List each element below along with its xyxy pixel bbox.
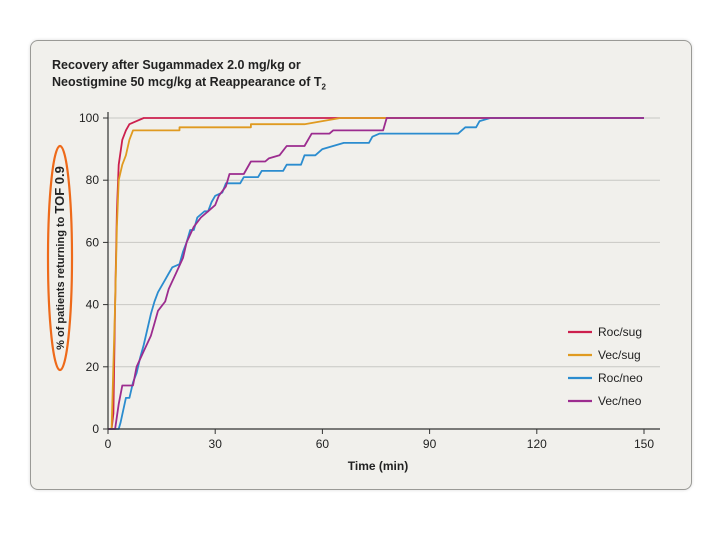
- y-axis-label-prefix: % of patients returning to: [55, 214, 67, 350]
- y-tick-label: 0: [92, 422, 99, 436]
- tick-labels: 0 20 40 60 80 100 0 30 60 90 120 150: [79, 111, 654, 451]
- legend-label: Vec/sug: [598, 348, 641, 362]
- chart-title: Recovery after Sugammadex 2.0 mg/kg or N…: [52, 57, 472, 96]
- x-tick-label: 0: [105, 437, 112, 451]
- series-line-vec-neo: [108, 117, 644, 430]
- legend-label: Roc/neo: [598, 371, 643, 385]
- y-axis-label-emphasis: TOF 0.9: [52, 166, 67, 213]
- chart-title-line-2-text: Neostigmine 50 mcg/kg at Reappearance of…: [52, 75, 322, 89]
- y-tick-label: 80: [86, 173, 100, 187]
- chart-title-subscript: 2: [321, 82, 326, 92]
- y-tick-label: 100: [79, 111, 99, 125]
- x-tick-label: 90: [423, 437, 437, 451]
- legend-label: Roc/sug: [598, 325, 642, 339]
- series-lines: [108, 117, 644, 430]
- y-axis-label: % of patients returning to TOF 0.9: [52, 166, 67, 350]
- grid-lines: [108, 117, 660, 368]
- x-axis-label: Time (min): [348, 459, 408, 473]
- x-tick-label: 120: [527, 437, 547, 451]
- y-tick-label: 40: [86, 298, 100, 312]
- legend-label: Vec/neo: [598, 394, 642, 408]
- y-tick-label: 60: [86, 235, 100, 249]
- series-line-vec-sug: [108, 117, 644, 430]
- series-line-roc-neo: [108, 117, 644, 430]
- x-tick-label: 60: [316, 437, 330, 451]
- chart-title-line-1: Recovery after Sugammadex 2.0 mg/kg or: [52, 58, 301, 72]
- series-line-roc-sug: [108, 117, 644, 430]
- legend: Roc/sug Vec/sug Roc/neo Vec/neo: [568, 325, 643, 408]
- axes: [103, 112, 660, 434]
- y-axis-annotation-ellipse: [46, 144, 74, 372]
- x-tick-label: 30: [209, 437, 223, 451]
- y-tick-label: 20: [86, 360, 100, 374]
- chart-panel: [30, 40, 692, 490]
- chart-title-line-2: Neostigmine 50 mcg/kg at Reappearance of…: [52, 74, 472, 96]
- x-tick-label: 150: [634, 437, 654, 451]
